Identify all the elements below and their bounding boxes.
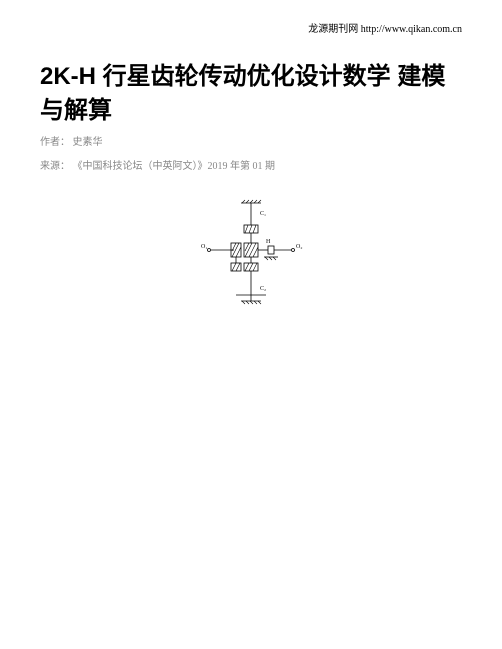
diagram-label-bottom: C₂ (260, 286, 266, 292)
diagram-container: C₁ O₁ H O₂ C₂ (40, 195, 462, 325)
header-source-link: 龙源期刊网 http://www.qikan.com.cn (308, 20, 462, 35)
author-label: 作者： (40, 137, 70, 148)
planetary-gear-diagram: C₁ O₁ H O₂ C₂ (196, 195, 306, 325)
diagram-label-right: O₂ (296, 244, 302, 250)
author-line: 作者： 史素华 (40, 135, 462, 151)
diagram-label-h: H (266, 239, 271, 245)
source-line: 来源： 《中国科技论坛（中英阿文）》2019 年第 01 期 (40, 159, 462, 175)
source-value: 《中国科技论坛（中英阿文）》2019 年第 01 期 (73, 161, 276, 172)
diagram-label-top: C₁ (260, 211, 266, 217)
author-name: 史素华 (73, 137, 103, 148)
diagram-label-left: O₁ (201, 244, 207, 250)
article-title: 2K-H 行星齿轮传动优化设计数学 建模与解算 (40, 60, 462, 127)
source-label: 来源： (40, 161, 70, 172)
